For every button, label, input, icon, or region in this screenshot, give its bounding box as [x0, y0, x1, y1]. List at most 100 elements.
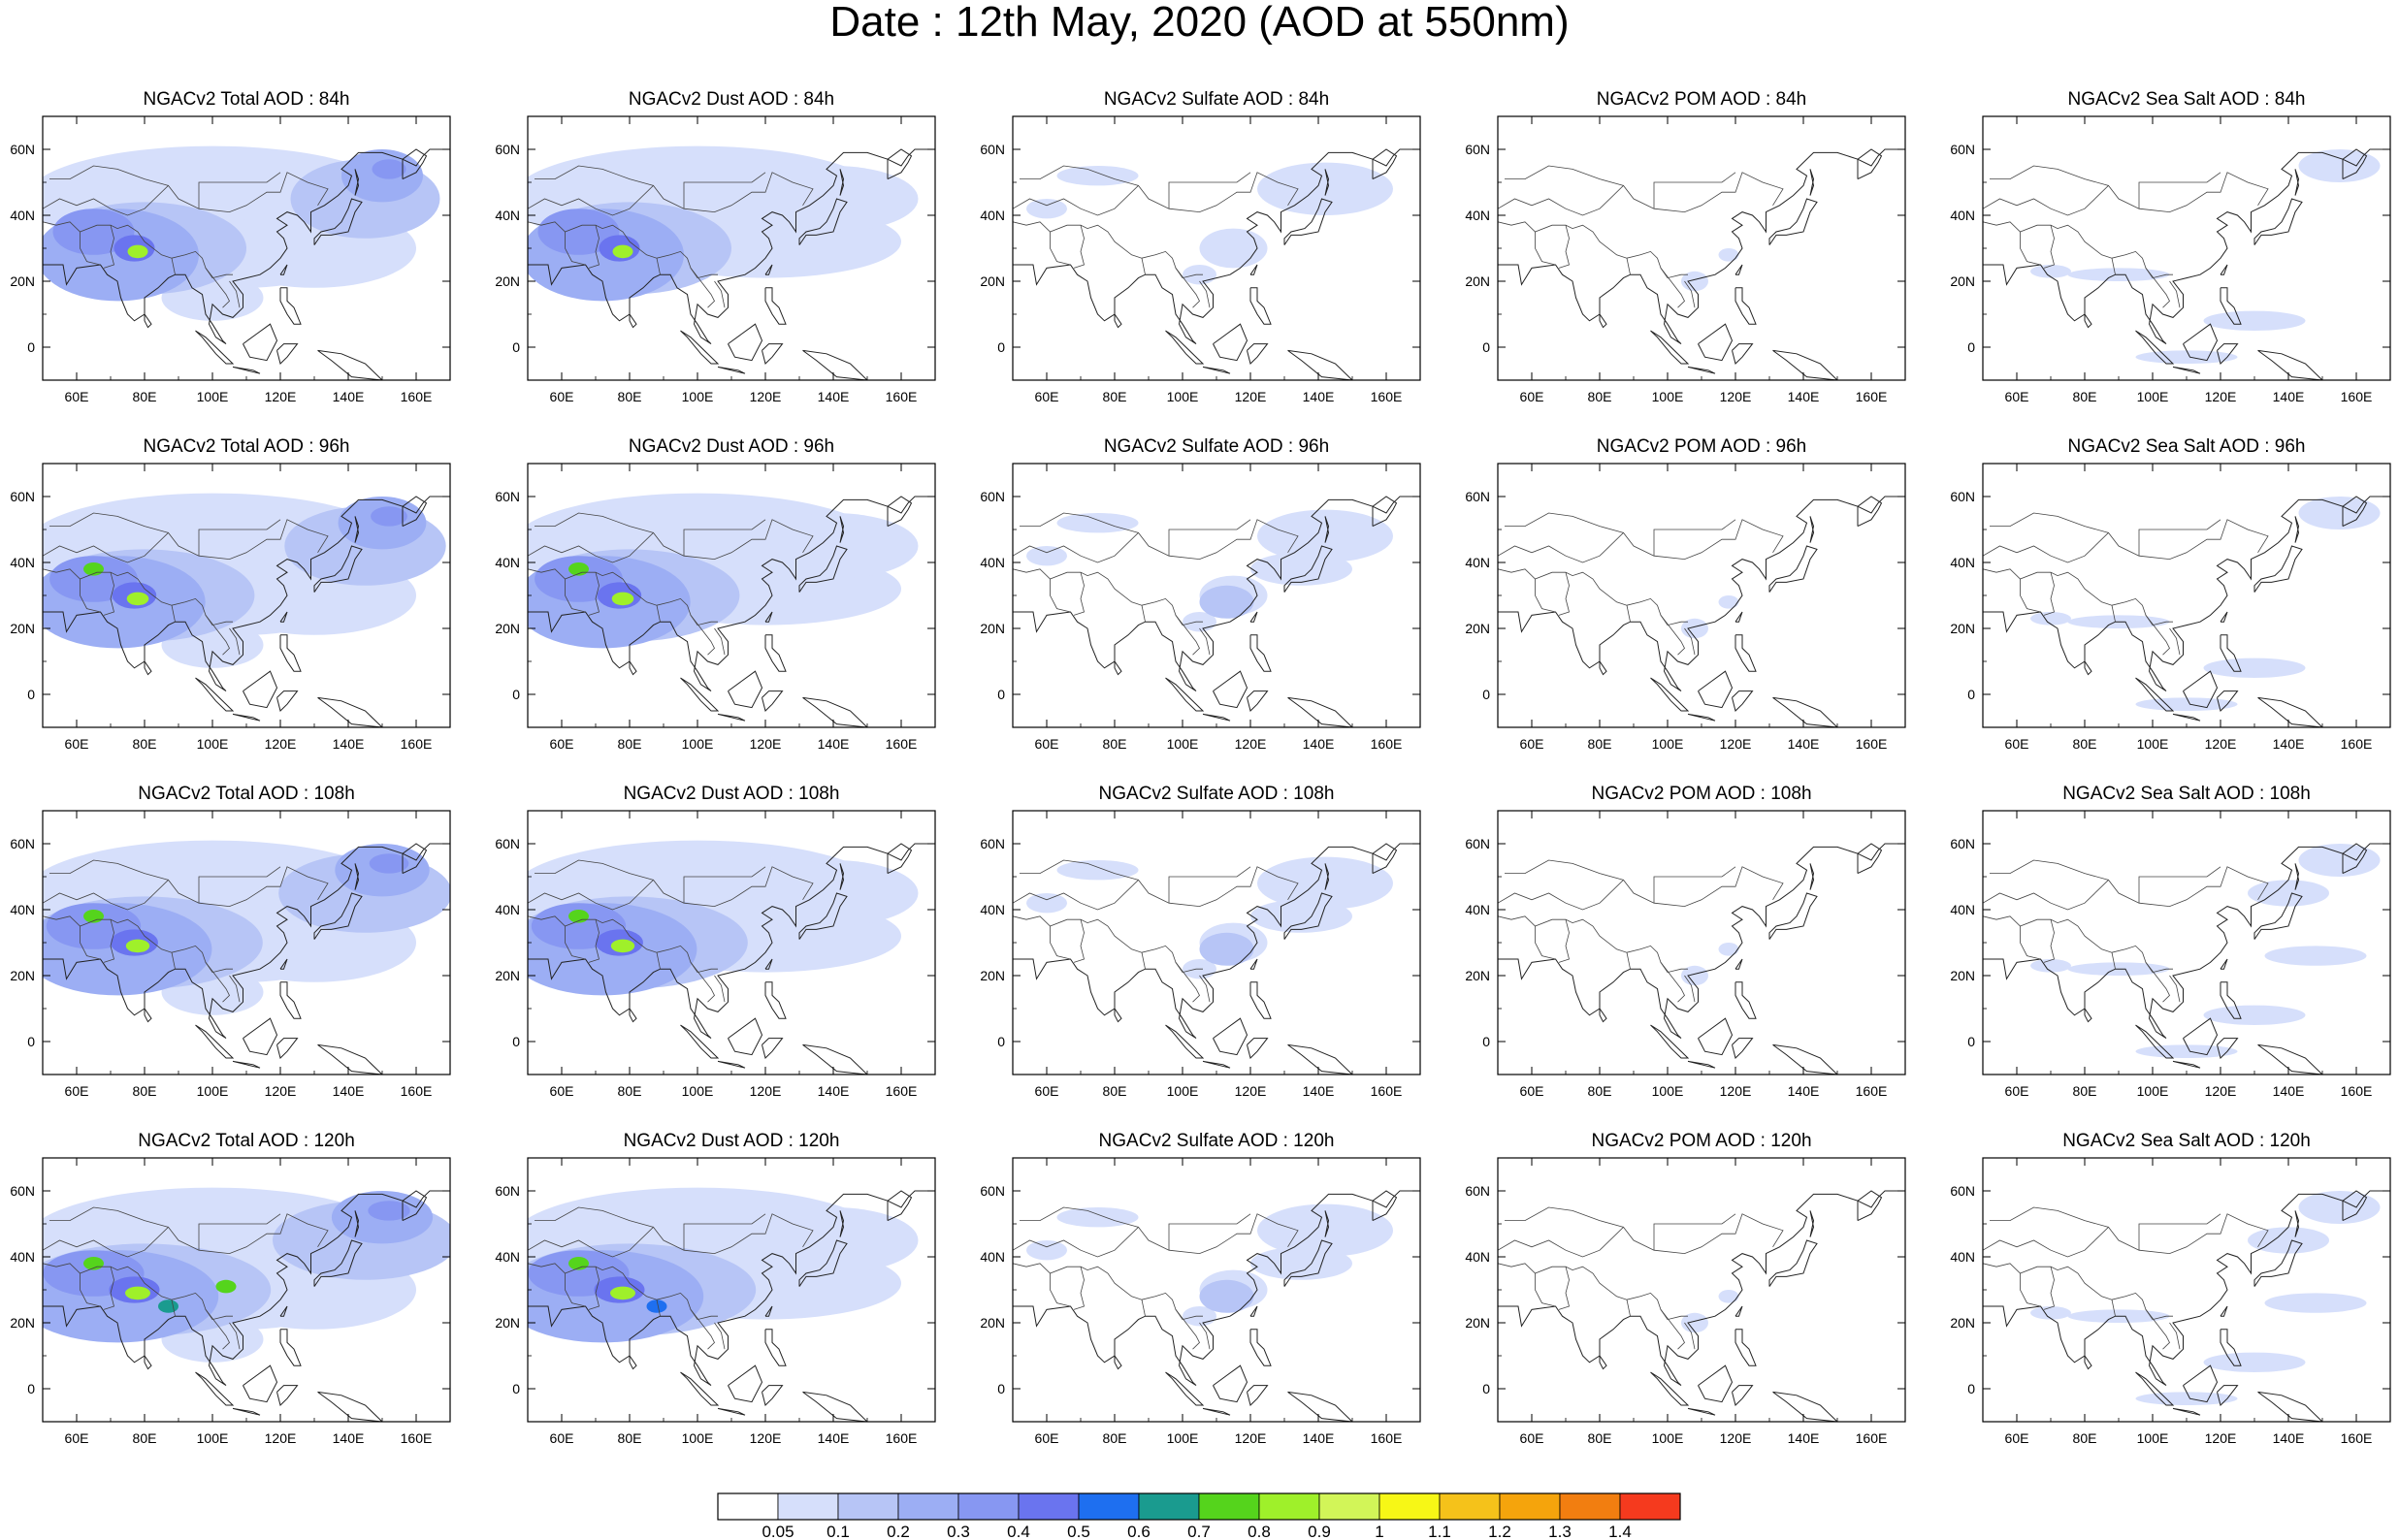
lon-tick-label: 160E: [1371, 389, 1403, 404]
map-panel: NGACv2 POM AOD : 108h 60N 40N 20N 0 60E 80E 100…: [1455, 784, 1911, 1113]
lon-tick-label: 160E: [1856, 1083, 1888, 1099]
aod-field: [127, 244, 148, 259]
map-panel: NGACv2 Sulfate AOD : 84h 60N 40N 20N 0 60E 80E…: [970, 89, 1426, 419]
coastline: [43, 1174, 450, 1387]
aod-field: [1026, 546, 1067, 566]
lat-tick-label: 20N: [495, 621, 520, 636]
aod-field: [126, 592, 149, 606]
lat-tick-label: 0: [997, 339, 1005, 355]
aod-field: [2264, 946, 2367, 966]
coastline: [1732, 1385, 1754, 1406]
coastline: [680, 1371, 720, 1406]
country-border: [1983, 519, 2269, 563]
country-border: [2169, 627, 2181, 656]
coastline: [195, 677, 235, 712]
aod-field: [2135, 350, 2238, 364]
coastline: [1324, 169, 1330, 196]
lon-tick-label: 140E: [818, 1083, 850, 1099]
aod-field: [368, 1201, 410, 1221]
country-border: [1653, 519, 1736, 557]
coastline: [802, 696, 868, 727]
coastline: [144, 1008, 152, 1023]
lon-tick-label: 160E: [1371, 1430, 1403, 1446]
lon-tick-label: 80E: [1103, 1430, 1127, 1446]
lat-tick-label: 60N: [1465, 836, 1490, 851]
aod-field: [1718, 943, 1739, 956]
lon-tick-label: 100E: [197, 1083, 229, 1099]
lon-tick-label: 140E: [818, 389, 850, 404]
country-border: [171, 1299, 176, 1317]
coastline: [1013, 133, 1420, 345]
lon-tick-label: 60E: [2005, 736, 2029, 752]
coastline: [1650, 1371, 1690, 1406]
country-border: [1498, 1213, 1784, 1258]
lon-tick-label: 120E: [2205, 736, 2237, 752]
lat-tick-label: 60N: [1950, 489, 1975, 504]
lat-tick-label: 60N: [10, 836, 35, 851]
coastline: [313, 545, 363, 593]
coastline: [2257, 696, 2323, 727]
country-border: [49, 512, 169, 533]
lon-tick-label: 60E: [1035, 1430, 1059, 1446]
coastline: [1249, 634, 1272, 672]
coastline: [1734, 634, 1757, 672]
lon-tick-label: 140E: [1788, 1430, 1820, 1446]
lon-tick-label: 80E: [133, 1083, 157, 1099]
coastline: [2257, 1391, 2323, 1422]
map-plot: 60N 40N 20N 0 60E 80E 100E 120E 140E 160E: [1465, 1157, 1906, 1446]
map-panel: NGACv2 Sea Salt AOD : 108h 60N 40N 20N 0 60E 8…: [1940, 784, 2396, 1113]
country-border: [80, 232, 101, 266]
lon-tick-label: 120E: [265, 1083, 297, 1099]
country-border: [2169, 975, 2181, 1003]
country-border: [1141, 952, 1146, 970]
lon-tick-label: 120E: [1235, 1083, 1267, 1099]
lon-tick-label: 60E: [65, 1430, 89, 1446]
coastline: [2135, 1371, 2175, 1406]
coastline: [2253, 198, 2303, 245]
coastline: [2217, 690, 2239, 712]
country-border: [714, 1322, 726, 1350]
country-border: [690, 962, 715, 1003]
country-border: [1626, 952, 1631, 970]
lon-tick-label: 100E: [2137, 736, 2169, 752]
lat-tick-label: 0: [1967, 339, 1975, 355]
coastline: [232, 1407, 261, 1416]
coastline: [1650, 330, 1690, 365]
aod-field: [1257, 162, 1393, 215]
lon-tick-label: 160E: [1856, 1430, 1888, 1446]
panel-title: NGACv2 Sea Salt AOD : 84h: [2067, 89, 2306, 110]
colorbar-label: 0.4: [1007, 1523, 1030, 1540]
lon-tick-label: 60E: [1035, 736, 1059, 752]
country-border: [2020, 232, 2041, 266]
coastline: [629, 660, 637, 676]
coastline: [1213, 323, 1248, 362]
map-plot: 60N 40N 20N 0 60E 80E 100E 120E 140E 160E: [10, 463, 451, 752]
lat-tick-label: 20N: [980, 968, 1005, 983]
lon-tick-label: 120E: [1235, 736, 1267, 752]
coastline: [279, 981, 302, 1019]
country-border: [1050, 1273, 1071, 1307]
lat-tick-label: 40N: [10, 208, 35, 223]
lon-tick-label: 140E: [2273, 1430, 2305, 1446]
country-border: [1983, 1213, 2269, 1258]
lon-tick-label: 120E: [750, 736, 782, 752]
country-border: [103, 225, 114, 269]
country-border: [683, 866, 766, 904]
coastline: [1809, 863, 1815, 890]
coastline: [1809, 1210, 1815, 1237]
lon-tick-label: 80E: [618, 736, 642, 752]
colorbar-swatch: [1198, 1492, 1260, 1521]
panel-title: NGACv2 POM AOD : 84h: [1596, 89, 1807, 110]
lat-tick-label: 20N: [1950, 273, 1975, 289]
aod-field: [1250, 552, 1352, 586]
lon-tick-label: 80E: [1588, 389, 1612, 404]
lat-tick-label: 20N: [495, 968, 520, 983]
coastline: [629, 313, 637, 329]
figure-title: Date : 12th May, 2020 (AOD at 550nm): [829, 0, 1570, 46]
lon-tick-label: 160E: [1856, 389, 1888, 404]
lon-tick-label: 60E: [65, 736, 89, 752]
lon-tick-label: 100E: [682, 389, 714, 404]
coastline: [276, 343, 299, 365]
coastline: [839, 169, 845, 196]
panel-title: NGACv2 Total AOD : 120h: [138, 1131, 355, 1151]
